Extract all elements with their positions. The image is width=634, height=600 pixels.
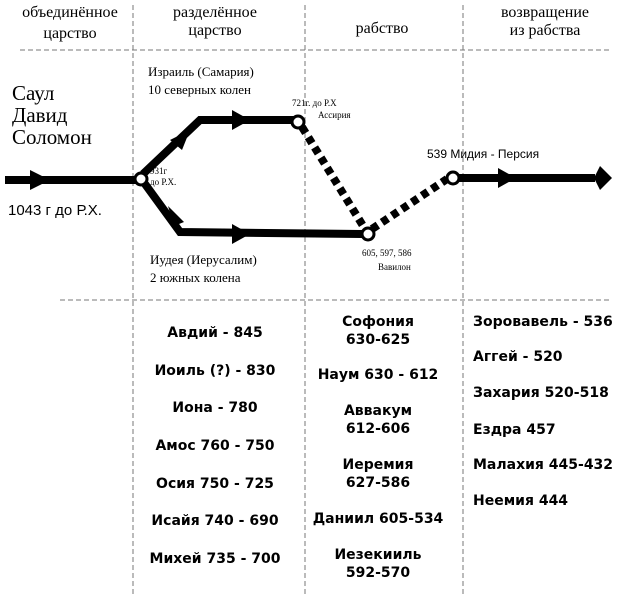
node	[290, 114, 306, 130]
prophet: 592-570	[346, 565, 411, 581]
prophet: 630-625	[346, 332, 410, 348]
arrow	[168, 206, 184, 226]
column-header: объединённое	[22, 4, 118, 21]
prophet: Зоровавель - 536	[473, 314, 613, 330]
prophet: Наум 630 - 612	[318, 367, 439, 383]
prophet: Аввакум	[344, 403, 412, 419]
prophet: Михей 735 - 700	[150, 551, 281, 567]
node	[133, 171, 149, 187]
prophet: Авдий - 845	[167, 325, 262, 341]
prophet: 612-606	[346, 421, 410, 437]
arrow	[170, 130, 190, 150]
prophet: Аггей - 520	[473, 349, 563, 365]
judah: 2 южных колена	[150, 270, 241, 285]
prophet: Даниил 605-534	[313, 511, 444, 527]
prophet: Иона - 780	[172, 400, 257, 416]
prophet: Ездра 457	[473, 422, 556, 438]
prophet: Исайя 740 - 690	[151, 513, 278, 529]
israel: Израиль (Самария)	[148, 64, 254, 79]
prophet: Малахия 445-432	[473, 457, 613, 473]
node	[360, 226, 376, 242]
prophet: Софония	[342, 314, 414, 330]
column-header: царство	[188, 22, 241, 39]
arrowhead	[594, 166, 612, 190]
prophet: Осия 750 - 725	[156, 476, 274, 492]
arrow	[30, 170, 50, 190]
start-date: 1043 г до Р.Х.	[8, 202, 102, 219]
babylon: Вавилон	[378, 262, 411, 272]
column-header: царство	[43, 25, 96, 42]
prophet: Неемия 444	[473, 493, 568, 509]
prophet: Иезекииль	[334, 547, 421, 563]
column-header: возвращение	[501, 4, 589, 21]
assyria: 721г. до Р.Х	[292, 98, 337, 108]
column-header: рабство	[356, 20, 409, 37]
prophet: Амос 760 - 750	[155, 438, 274, 454]
arrow	[498, 168, 516, 188]
column-header: из рабства	[510, 22, 581, 39]
track-dashed	[298, 124, 369, 232]
prophet: Иеремия	[343, 457, 414, 473]
assyria: Ассирия	[318, 110, 351, 120]
split-date: до Р.Х.	[150, 177, 176, 187]
prophet: 627-586	[346, 475, 410, 491]
split-date: 931г	[150, 166, 168, 176]
track-dashed	[369, 175, 450, 233]
track	[141, 181, 363, 238]
arrow	[232, 110, 250, 130]
king: Соломон	[12, 125, 92, 149]
texts: 1043 г до Р.Х. Израиль (Самария) 10 севе…	[8, 4, 613, 581]
persia: 539 Мидия - Персия	[427, 147, 539, 161]
nodes	[133, 114, 461, 242]
track	[140, 116, 294, 177]
node	[445, 170, 461, 186]
column-header: разделённое	[173, 4, 257, 21]
tracks	[5, 116, 595, 238]
king: Саул	[12, 81, 54, 105]
prophet: Иоиль (?) - 830	[155, 363, 276, 379]
israel: 10 северных колен	[148, 82, 251, 97]
prophet: Захария 520-518	[473, 385, 609, 401]
king: Давид	[12, 103, 68, 127]
judah: Иудея (Иерусалим)	[150, 252, 257, 267]
separators	[20, 5, 610, 595]
arrows	[30, 110, 612, 244]
arrow	[232, 224, 250, 244]
babylon: 605, 597, 586	[362, 248, 412, 258]
